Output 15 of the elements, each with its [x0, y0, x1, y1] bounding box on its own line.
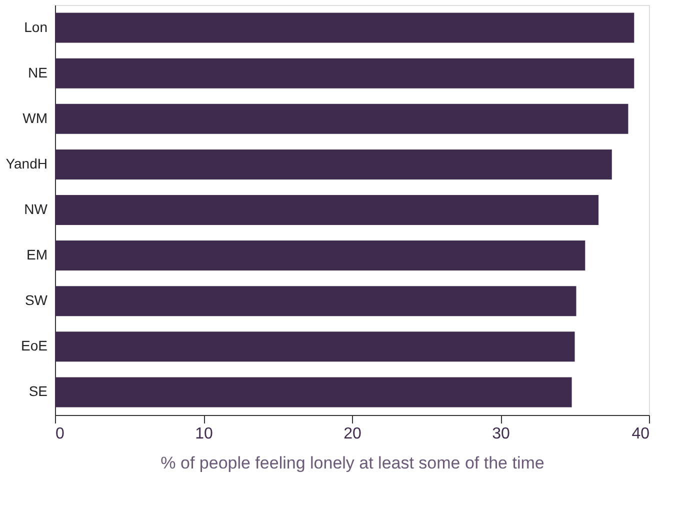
y-tick-label: NW	[24, 201, 48, 217]
y-tick-label: YandH	[6, 155, 48, 172]
y-tick-label: Lon	[24, 18, 48, 35]
y-tick-label: EM	[26, 246, 48, 263]
y-tick-label: NE	[28, 64, 48, 80]
y-tick-label: SE	[28, 383, 48, 400]
x-axis-title: % of people feeling lonely at least some of the time	[160, 454, 544, 472]
y-tick-label: WM	[22, 110, 48, 126]
y-tick-label: EoE	[21, 338, 48, 354]
x-tick-label: 0	[56, 426, 64, 442]
x-tick-label: 10	[195, 426, 213, 442]
y-tick-label: SW	[24, 292, 48, 308]
x-tick-label: 20	[344, 426, 362, 442]
x-tick-label: 30	[492, 426, 510, 442]
x-tick-label: 40	[632, 426, 650, 442]
